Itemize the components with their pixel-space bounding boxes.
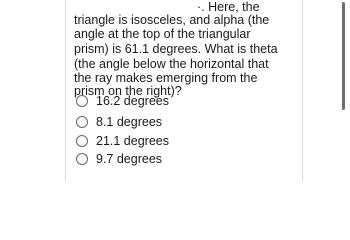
- radio-button[interactable]: [76, 116, 88, 128]
- question-text: angle at the top of the triangular: [74, 27, 251, 41]
- answer-option[interactable]: 8.1 degrees: [76, 113, 162, 131]
- question-text: ·. Here, the: [197, 0, 260, 14]
- answer-option[interactable]: 21.1 degrees: [76, 132, 169, 150]
- radio-button[interactable]: [76, 95, 88, 107]
- question-text: triangle is isosceles, and alpha (the: [74, 13, 270, 27]
- question-text: (the angle below the horizontal that: [74, 57, 269, 71]
- option-label: 9.7 degrees: [96, 152, 163, 166]
- frame-left: [65, 0, 66, 181]
- answer-option[interactable]: 9.7 degrees: [76, 150, 162, 168]
- option-label: 16.2 degrees: [96, 94, 169, 108]
- answer-option[interactable]: 16.2 degrees: [76, 92, 169, 110]
- scrollbar[interactable]: [342, 2, 345, 110]
- radio-button[interactable]: [76, 135, 88, 147]
- radio-button[interactable]: [76, 153, 88, 165]
- option-label: 8.1 degrees: [96, 115, 163, 129]
- frame-right: [302, 0, 303, 181]
- question-text: the ray makes emerging from the: [74, 71, 258, 85]
- screen: ·. Here, the triangle is isosceles, and a…: [65, 0, 345, 181]
- option-label: 21.1 degrees: [96, 134, 169, 148]
- question-text: prism) is 61.1 degrees. What is theta: [74, 42, 278, 56]
- question-text: prism on the right)?: [74, 84, 182, 98]
